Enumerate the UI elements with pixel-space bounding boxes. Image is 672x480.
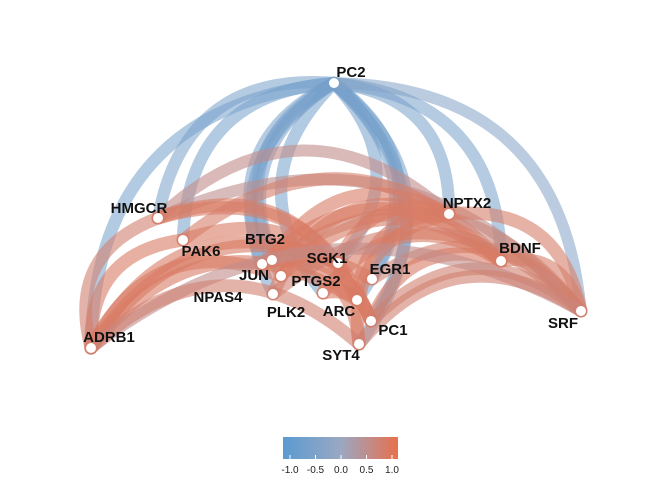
node-dot — [333, 258, 343, 268]
node-syt4: SYT4 — [322, 339, 364, 364]
node-label: EGR1 — [370, 261, 411, 278]
node-plk2: PLK2 — [267, 288, 328, 321]
node-dot — [366, 316, 376, 326]
legend-tick-label: 1.0 — [385, 465, 399, 476]
node-btg2: BTG2 — [245, 231, 285, 265]
node-dot — [267, 255, 277, 265]
node-dot — [178, 235, 188, 245]
node-label: BTG2 — [245, 231, 285, 248]
node-label: PAK6 — [182, 243, 221, 260]
node-label: ARC — [323, 303, 356, 320]
node-dot — [153, 213, 163, 223]
node-pc2: PC2 — [329, 64, 366, 88]
node-egr1: EGR1 — [367, 261, 410, 284]
edge-bdnf-pc1 — [364, 247, 508, 328]
node-label: HMGCR — [111, 200, 168, 217]
edge-pc2-srf — [328, 77, 587, 317]
node-sgk1: SGK1 — [307, 250, 348, 268]
edge-nptx2-syt4 — [350, 207, 456, 351]
node-dot — [496, 256, 506, 266]
node-dot — [329, 78, 339, 88]
legend-colorbar — [283, 437, 398, 459]
legend-tick-label: -0.5 — [307, 465, 325, 476]
color-legend: -1.0 -0.5 0.0 0.5 1.0 — [281, 437, 399, 476]
node-label: PLK2 — [267, 304, 305, 321]
node-label: SRF — [548, 315, 578, 332]
node-label: NPTX2 — [443, 195, 491, 212]
node-npas4: NPAS4 — [194, 289, 278, 306]
node-label: SGK1 — [307, 250, 348, 267]
legend-tick-label: -1.0 — [281, 465, 299, 476]
node-nptx2: NPTX2 — [443, 195, 491, 219]
node-dot — [86, 343, 96, 353]
node-dot — [354, 339, 364, 349]
node-bdnf: BDNF — [496, 240, 541, 266]
node-label: PC1 — [378, 322, 407, 339]
node-hmgcr: HMGCR — [111, 200, 168, 223]
edge-pak6-adrb1 — [84, 233, 190, 355]
node-arc: ARC — [323, 295, 362, 320]
node-pak6: PAK6 — [178, 235, 220, 260]
edge-syt4-srf — [352, 269, 588, 351]
node-label: SYT4 — [322, 347, 360, 364]
node-label: PC2 — [336, 64, 365, 81]
node-label: ADRB1 — [83, 329, 135, 346]
node-dot — [576, 306, 586, 316]
node-label: BDNF — [499, 240, 541, 257]
edge-arc-adrb1 — [84, 255, 364, 355]
node-layer: PC2 HMGCR NPTX2 PAK6 BTG2 BDNF SGK1 JUN EGR1 PTGS… — [83, 64, 586, 364]
node-dot — [444, 209, 454, 219]
node-label: NPAS4 — [194, 289, 244, 306]
node-srf: SRF — [548, 306, 586, 332]
node-label: PTGS2 — [291, 273, 340, 290]
node-pc1: PC1 — [366, 316, 408, 339]
node-dot — [257, 259, 267, 269]
node-ptgs2: PTGS2 — [276, 271, 341, 290]
legend-tick-label: 0.0 — [334, 465, 348, 476]
node-dot — [268, 289, 278, 299]
node-jun: JUN — [239, 259, 269, 284]
edge-adrb1-syt4 — [84, 279, 366, 355]
legend-tick-label: 0.5 — [360, 465, 374, 476]
node-dot — [276, 271, 286, 281]
node-label: JUN — [239, 267, 269, 284]
node-dot — [318, 288, 328, 298]
edge-hmgcr-nptx2 — [152, 144, 455, 224]
node-adrb1: ADRB1 — [83, 329, 135, 353]
edge-layer — [79, 76, 588, 355]
edge-bdnf-srf — [494, 252, 588, 318]
legend-ticks: -1.0 -0.5 0.0 0.5 1.0 — [281, 455, 399, 476]
node-dot — [367, 274, 377, 284]
node-dot — [352, 295, 362, 305]
